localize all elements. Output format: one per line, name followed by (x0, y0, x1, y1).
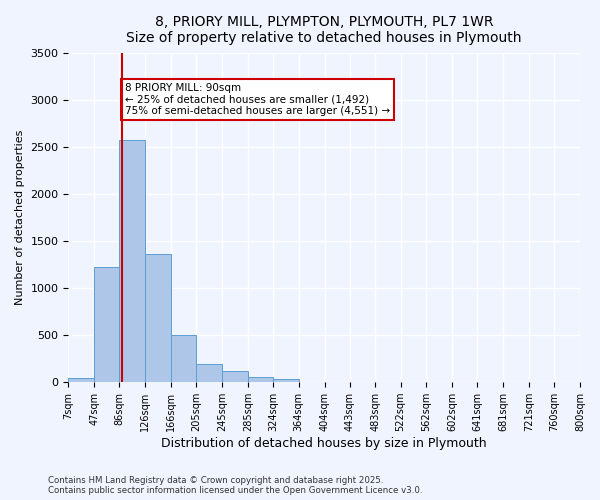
Bar (196, 364, 222, 382)
Bar (145, 254, 171, 382)
Bar (248, 377, 273, 382)
Bar (94, 266, 119, 382)
Text: Contains HM Land Registry data © Crown copyright and database right 2025.
Contai: Contains HM Land Registry data © Crown c… (48, 476, 422, 495)
Bar (171, 335, 196, 382)
Bar (68, 378, 94, 382)
Bar (222, 372, 248, 382)
Y-axis label: Number of detached properties: Number of detached properties (15, 130, 25, 306)
Bar (273, 380, 299, 382)
Bar (119, 140, 145, 382)
Text: 8 PRIORY MILL: 90sqm
← 25% of detached houses are smaller (1,492)
75% of semi-de: 8 PRIORY MILL: 90sqm ← 25% of detached h… (125, 83, 391, 116)
Title: 8, PRIORY MILL, PLYMPTON, PLYMOUTH, PL7 1WR
Size of property relative to detache: 8, PRIORY MILL, PLYMPTON, PLYMOUTH, PL7 … (127, 15, 522, 45)
X-axis label: Distribution of detached houses by size in Plymouth: Distribution of detached houses by size … (161, 437, 487, 450)
